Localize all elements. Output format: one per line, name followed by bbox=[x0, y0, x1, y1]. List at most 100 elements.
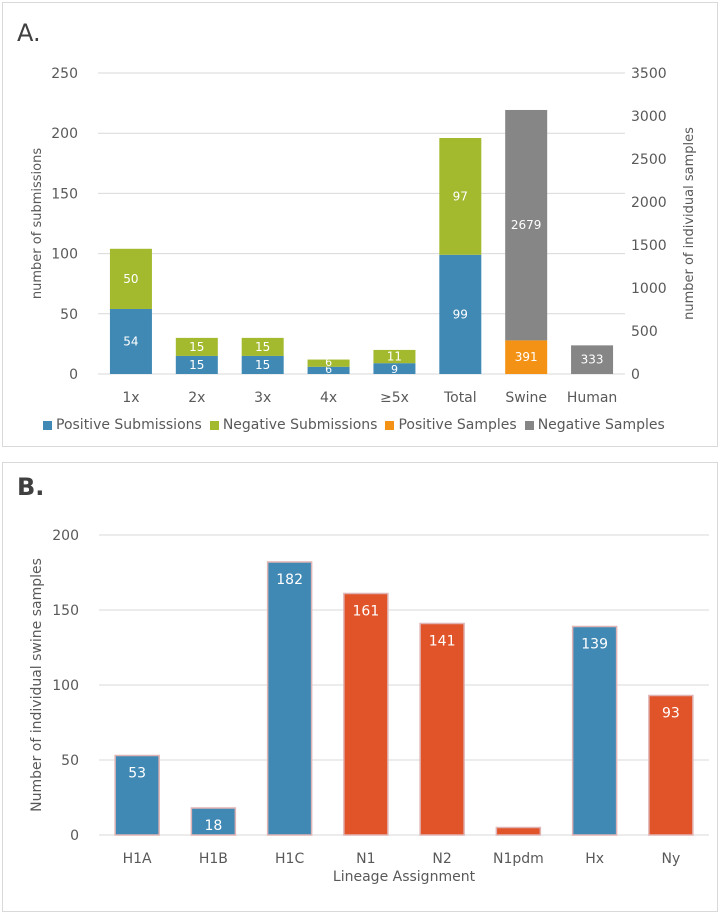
data-label: 97 bbox=[453, 189, 468, 203]
x-tick-label: 3x bbox=[254, 390, 271, 406]
data-label: 6 bbox=[325, 356, 332, 369]
x-tick-label: Total bbox=[443, 390, 477, 406]
legend-label-negative-samples: Negative Samples bbox=[537, 417, 665, 433]
data-label: 50 bbox=[123, 272, 138, 286]
bar-negative-samples bbox=[571, 345, 614, 374]
y-tick-label: 200 bbox=[51, 126, 78, 142]
y-tick-label: 200 bbox=[52, 528, 79, 544]
data-label: 11 bbox=[387, 350, 402, 364]
data-label: 6 bbox=[325, 363, 332, 376]
bar-ny bbox=[648, 694, 694, 836]
legend-item-negative-submissions: Negative Submissions bbox=[209, 417, 378, 433]
bar-positive-submissions bbox=[373, 363, 416, 374]
y2-tick-label: 500 bbox=[631, 324, 658, 340]
x-tick-label: Swine bbox=[505, 390, 547, 406]
chart-a: 0501001502002500500100015002000250030003… bbox=[30, 66, 697, 406]
panel-b: B. 0 50 100 150 200 Number of individual swin… bbox=[2, 462, 718, 912]
bar-n1pdm bbox=[495, 826, 542, 836]
data-label: 141 bbox=[429, 634, 456, 650]
x-tick-label: Human bbox=[567, 390, 618, 406]
y-axis-title: number of submissions bbox=[30, 148, 45, 299]
data-label: 182 bbox=[276, 572, 303, 588]
y-tick-label: 150 bbox=[51, 186, 78, 202]
x-tick-label: ≥5x bbox=[380, 390, 409, 406]
x-tick-label: H1A bbox=[123, 851, 152, 867]
data-label: 333 bbox=[581, 353, 604, 367]
y-tick-label: 250 bbox=[51, 66, 78, 82]
y2-tick-label: 1500 bbox=[631, 238, 667, 254]
x-tick-label: H1B bbox=[199, 851, 228, 867]
data-label: 54 bbox=[123, 334, 138, 348]
x-tick-label: N1 bbox=[356, 851, 375, 867]
bar-negative-samples bbox=[505, 109, 548, 341]
x-tick-label: H1C bbox=[275, 851, 304, 867]
bar-n2 bbox=[419, 622, 465, 836]
y-tick-label: 50 bbox=[61, 753, 79, 769]
data-label: 2679 bbox=[511, 218, 542, 232]
y2-tick-label: 2500 bbox=[631, 152, 667, 168]
x-tick-label: Ny bbox=[661, 851, 680, 867]
bar-negative-submissions bbox=[241, 337, 284, 356]
y-tick-label: 100 bbox=[51, 247, 78, 263]
bar-negative-submissions bbox=[439, 138, 482, 255]
bar-h1b bbox=[190, 807, 237, 836]
legend-swatch-negative-submissions bbox=[209, 420, 219, 430]
y-tick-label: 0 bbox=[70, 828, 79, 844]
legend-label-positive-submissions: Positive Submissions bbox=[56, 417, 202, 433]
data-label: 139 bbox=[581, 637, 608, 653]
data-label: 391 bbox=[515, 350, 538, 364]
legend-item-positive-submissions: Positive Submissions bbox=[43, 417, 202, 433]
legend-item-negative-samples: Negative Samples bbox=[524, 417, 665, 433]
legend-label-negative-submissions: Negative Submissions bbox=[222, 417, 378, 433]
y-tick-label: 100 bbox=[52, 678, 79, 694]
panel-a-label: A. bbox=[17, 19, 41, 47]
chart-b: 0 50 100 150 200 Number of individual swine s… bbox=[29, 528, 709, 885]
data-label: 93 bbox=[662, 706, 680, 722]
bar-positive-submissions bbox=[241, 355, 284, 374]
y-tick-label: 0 bbox=[69, 367, 78, 383]
bar-positive-submissions bbox=[109, 308, 152, 374]
x-tick-label: 2x bbox=[188, 390, 205, 406]
bar-negative-submissions bbox=[373, 349, 416, 364]
bar-n1 bbox=[343, 592, 389, 836]
y-axis-title: Number of individual swine samples bbox=[29, 558, 45, 812]
bar-positive-samples bbox=[505, 340, 548, 374]
data-label: 9 bbox=[391, 363, 398, 376]
x-tick-label: N1pdm bbox=[493, 851, 544, 867]
bar-hx bbox=[571, 625, 618, 836]
legend-swatch-negative-samples bbox=[524, 420, 534, 430]
data-label: 99 bbox=[453, 307, 468, 321]
y2-tick-label: 3500 bbox=[631, 66, 667, 82]
data-label: 161 bbox=[353, 604, 380, 620]
data-label: 15 bbox=[189, 340, 204, 354]
data-label: 53 bbox=[128, 766, 146, 782]
bar-positive-submissions bbox=[175, 355, 218, 374]
y2-tick-label: 3000 bbox=[631, 109, 667, 125]
legend-item-positive-samples: Positive Samples bbox=[385, 417, 517, 433]
panel-a: A. 0 50 100 150 200 250 0 500 1000 1500 2000 2500 30… bbox=[2, 2, 718, 447]
data-label: 15 bbox=[255, 358, 270, 372]
chart-a-legend: Positive Submissions Negative Submission… bbox=[43, 417, 665, 433]
x-tick-label: 4x bbox=[320, 390, 337, 406]
panel-b-label: B. bbox=[17, 473, 45, 501]
y-tick-label: 150 bbox=[52, 603, 79, 619]
y2-tick-label: 0 bbox=[631, 367, 640, 383]
bar-positive-submissions bbox=[439, 254, 482, 374]
bar-positive-submissions bbox=[307, 366, 350, 374]
data-label: 18 bbox=[204, 818, 222, 834]
bar-negative-submissions bbox=[109, 248, 152, 309]
bar-negative-submissions bbox=[307, 359, 350, 367]
x-axis-title: Lineage Assignment bbox=[333, 869, 476, 885]
y-tick-label: 50 bbox=[60, 307, 78, 323]
x-tick-label: 1x bbox=[122, 390, 139, 406]
x-tick-label: Hx bbox=[585, 851, 604, 867]
legend-swatch-positive-samples bbox=[385, 420, 395, 430]
y2-axis-title: number of individual samples bbox=[682, 127, 697, 320]
y2-tick-label: 1000 bbox=[631, 281, 667, 297]
data-label: 15 bbox=[255, 340, 270, 354]
bar-h1a bbox=[114, 754, 160, 836]
legend-swatch-positive-submissions bbox=[43, 420, 52, 430]
data-label: 15 bbox=[189, 358, 204, 372]
legend-label-positive-samples: Positive Samples bbox=[398, 417, 517, 433]
y2-tick-label: 2000 bbox=[631, 195, 667, 211]
